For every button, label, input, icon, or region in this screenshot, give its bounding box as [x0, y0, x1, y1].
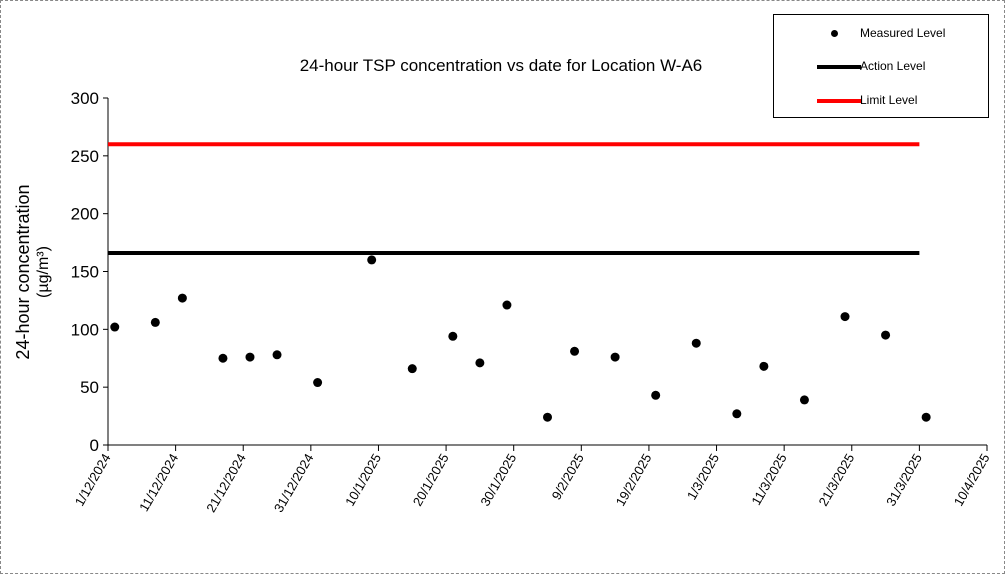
data-point: [150, 317, 160, 327]
data-point: [245, 352, 255, 362]
y-tick-label: 50: [80, 378, 99, 397]
x-tick-label: 20/1/2025: [410, 451, 452, 509]
data-point: [881, 330, 891, 340]
y-axis-unit: (µg/m³): [35, 246, 52, 298]
x-tick-label: 21/12/2024: [203, 451, 249, 515]
data-point: [110, 322, 120, 332]
data-point: [691, 338, 701, 348]
x-tick-label: 9/2/2025: [549, 451, 587, 502]
legend-marker-measured: [831, 30, 838, 37]
x-tick-label: 30/1/2025: [477, 451, 519, 509]
data-point: [313, 378, 323, 388]
y-tick-label: 200: [71, 205, 99, 224]
y-tick-label: 250: [71, 147, 99, 166]
legend-line-limit: [817, 99, 861, 103]
y-tick-label: 0: [90, 436, 99, 455]
x-tick-label: 19/2/2025: [613, 451, 655, 509]
legend-line-action: [817, 65, 861, 69]
data-point: [272, 350, 282, 360]
data-point: [367, 255, 377, 265]
y-tick-label: 100: [71, 320, 99, 339]
chart-title: 24-hour TSP concentration vs date for Lo…: [300, 56, 703, 75]
y-axis-label: 24-hour concentration: [13, 184, 33, 359]
legend-item-measured: Measured Level: [774, 24, 988, 44]
data-point: [840, 312, 850, 322]
x-tick-label: 10/1/2025: [342, 451, 384, 509]
legend: Measured Level Action Level Limit Level: [773, 14, 989, 118]
x-tick-label: 31/3/2025: [883, 451, 925, 509]
data-point: [651, 390, 661, 400]
data-point: [448, 331, 458, 341]
data-point: [732, 409, 742, 419]
data-point: [475, 358, 485, 368]
legend-label-measured: Measured Level: [860, 26, 946, 40]
data-point: [218, 353, 228, 363]
x-tick-label: 10/4/2025: [951, 451, 993, 509]
legend-label-action: Action Level: [860, 59, 926, 73]
x-tick-label: 11/12/2024: [136, 451, 181, 514]
x-tick-label: 1/12/2024: [72, 451, 114, 509]
x-tick-label: 1/3/2025: [684, 451, 722, 502]
x-tick-label: 11/3/2025: [748, 451, 789, 508]
y-tick-label: 300: [71, 89, 99, 108]
legend-label-limit: Limit Level: [860, 93, 918, 107]
data-point: [799, 395, 809, 405]
y-axis-label-group: 24-hour concentration (µg/m³): [13, 184, 52, 359]
data-point: [502, 300, 512, 310]
plot-area: 0 50 100 150 200 250 300 1/12/2024 11/12/2024 21/…: [71, 89, 993, 515]
legend-item-limit: Limit Level: [774, 91, 988, 111]
data-point: [407, 364, 417, 374]
data-point: [610, 352, 620, 362]
data-point: [759, 361, 769, 371]
data-point: [543, 412, 552, 422]
data-point: [177, 293, 187, 303]
data-point: [921, 412, 931, 422]
legend-item-action: Action Level: [774, 57, 988, 77]
x-tick-label: 21/3/2025: [815, 451, 857, 509]
x-tick-label: 31/12/2024: [271, 451, 317, 515]
data-point: [570, 346, 580, 356]
y-tick-label: 150: [71, 263, 99, 282]
